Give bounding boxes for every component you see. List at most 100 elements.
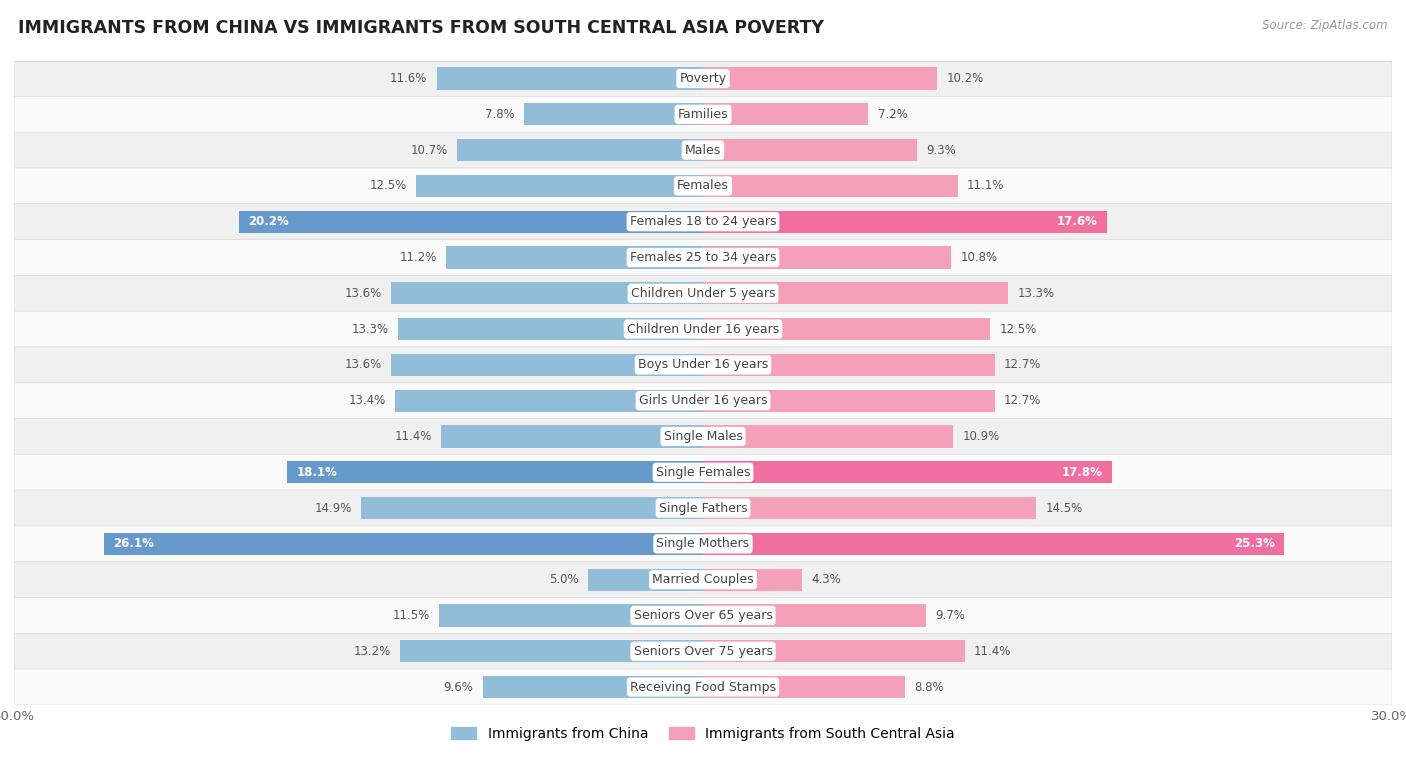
Text: Single Mothers: Single Mothers bbox=[657, 537, 749, 550]
Bar bbox=[703, 676, 905, 698]
FancyBboxPatch shape bbox=[14, 275, 1392, 312]
Text: 17.6%: 17.6% bbox=[1057, 215, 1098, 228]
Text: Seniors Over 65 years: Seniors Over 65 years bbox=[634, 609, 772, 622]
Text: 14.9%: 14.9% bbox=[315, 502, 352, 515]
FancyBboxPatch shape bbox=[14, 454, 1392, 490]
Text: Seniors Over 75 years: Seniors Over 75 years bbox=[634, 645, 772, 658]
Text: 11.5%: 11.5% bbox=[392, 609, 430, 622]
FancyBboxPatch shape bbox=[14, 168, 1392, 204]
FancyBboxPatch shape bbox=[14, 490, 1392, 526]
Text: Females 25 to 34 years: Females 25 to 34 years bbox=[630, 251, 776, 264]
Text: 8.8%: 8.8% bbox=[914, 681, 943, 694]
Text: Single Males: Single Males bbox=[664, 430, 742, 443]
Text: 13.6%: 13.6% bbox=[344, 287, 381, 300]
Bar bbox=[446, 246, 703, 268]
Text: 10.7%: 10.7% bbox=[411, 143, 449, 157]
Bar bbox=[416, 175, 703, 197]
Bar bbox=[703, 354, 994, 376]
Bar bbox=[703, 461, 1112, 484]
Bar bbox=[703, 175, 957, 197]
Text: 13.3%: 13.3% bbox=[352, 323, 388, 336]
Text: 11.2%: 11.2% bbox=[399, 251, 437, 264]
Bar bbox=[703, 641, 965, 662]
Bar bbox=[703, 497, 1036, 519]
Bar bbox=[703, 604, 925, 627]
Bar bbox=[524, 103, 703, 125]
FancyBboxPatch shape bbox=[14, 204, 1392, 240]
Bar bbox=[703, 103, 869, 125]
Bar bbox=[703, 211, 1107, 233]
Text: Children Under 5 years: Children Under 5 years bbox=[631, 287, 775, 300]
Bar bbox=[703, 67, 938, 89]
Bar bbox=[457, 139, 703, 161]
Bar bbox=[703, 533, 1284, 555]
Bar bbox=[104, 533, 703, 555]
Text: Boys Under 16 years: Boys Under 16 years bbox=[638, 359, 768, 371]
Text: 11.4%: 11.4% bbox=[974, 645, 1011, 658]
Text: 14.5%: 14.5% bbox=[1045, 502, 1083, 515]
Text: IMMIGRANTS FROM CHINA VS IMMIGRANTS FROM SOUTH CENTRAL ASIA POVERTY: IMMIGRANTS FROM CHINA VS IMMIGRANTS FROM… bbox=[18, 19, 824, 37]
Text: 18.1%: 18.1% bbox=[297, 465, 337, 479]
Text: 11.6%: 11.6% bbox=[389, 72, 427, 85]
Bar bbox=[588, 568, 703, 590]
Bar bbox=[239, 211, 703, 233]
Text: Receiving Food Stamps: Receiving Food Stamps bbox=[630, 681, 776, 694]
FancyBboxPatch shape bbox=[14, 383, 1392, 418]
Text: 10.9%: 10.9% bbox=[963, 430, 1000, 443]
FancyBboxPatch shape bbox=[14, 132, 1392, 168]
Text: 26.1%: 26.1% bbox=[112, 537, 153, 550]
Bar bbox=[399, 641, 703, 662]
Text: Source: ZipAtlas.com: Source: ZipAtlas.com bbox=[1263, 19, 1388, 32]
Text: Families: Families bbox=[678, 108, 728, 121]
Legend: Immigrants from China, Immigrants from South Central Asia: Immigrants from China, Immigrants from S… bbox=[446, 721, 960, 747]
Text: 5.0%: 5.0% bbox=[550, 573, 579, 586]
Bar bbox=[703, 282, 1008, 305]
FancyBboxPatch shape bbox=[14, 96, 1392, 132]
Text: 4.3%: 4.3% bbox=[811, 573, 841, 586]
Text: 12.7%: 12.7% bbox=[1004, 359, 1042, 371]
Text: Single Females: Single Females bbox=[655, 465, 751, 479]
Text: Married Couples: Married Couples bbox=[652, 573, 754, 586]
Text: 20.2%: 20.2% bbox=[249, 215, 290, 228]
Text: Girls Under 16 years: Girls Under 16 years bbox=[638, 394, 768, 407]
Bar bbox=[703, 139, 917, 161]
Text: Males: Males bbox=[685, 143, 721, 157]
FancyBboxPatch shape bbox=[14, 634, 1392, 669]
Text: Single Fathers: Single Fathers bbox=[659, 502, 747, 515]
Bar bbox=[703, 568, 801, 590]
Bar bbox=[391, 354, 703, 376]
Text: Females 18 to 24 years: Females 18 to 24 years bbox=[630, 215, 776, 228]
Text: 11.1%: 11.1% bbox=[967, 180, 1004, 193]
Bar bbox=[395, 390, 703, 412]
Text: 13.6%: 13.6% bbox=[344, 359, 381, 371]
Text: 9.6%: 9.6% bbox=[443, 681, 474, 694]
Text: Females: Females bbox=[678, 180, 728, 193]
Text: 12.5%: 12.5% bbox=[370, 180, 406, 193]
FancyBboxPatch shape bbox=[14, 312, 1392, 347]
Text: 12.7%: 12.7% bbox=[1004, 394, 1042, 407]
Bar bbox=[287, 461, 703, 484]
Text: 7.8%: 7.8% bbox=[485, 108, 515, 121]
FancyBboxPatch shape bbox=[14, 526, 1392, 562]
FancyBboxPatch shape bbox=[14, 61, 1392, 96]
FancyBboxPatch shape bbox=[14, 240, 1392, 275]
FancyBboxPatch shape bbox=[14, 562, 1392, 597]
Bar bbox=[398, 318, 703, 340]
Text: 9.3%: 9.3% bbox=[925, 143, 956, 157]
Bar bbox=[391, 282, 703, 305]
Text: 17.8%: 17.8% bbox=[1062, 465, 1102, 479]
Bar bbox=[703, 390, 994, 412]
Bar bbox=[703, 246, 950, 268]
FancyBboxPatch shape bbox=[14, 418, 1392, 454]
FancyBboxPatch shape bbox=[14, 347, 1392, 383]
Text: 7.2%: 7.2% bbox=[877, 108, 907, 121]
Bar bbox=[439, 604, 703, 627]
Bar bbox=[441, 425, 703, 447]
Text: 13.3%: 13.3% bbox=[1018, 287, 1054, 300]
Text: 12.5%: 12.5% bbox=[1000, 323, 1036, 336]
Text: Poverty: Poverty bbox=[679, 72, 727, 85]
Text: 13.2%: 13.2% bbox=[353, 645, 391, 658]
Text: 9.7%: 9.7% bbox=[935, 609, 965, 622]
Bar bbox=[361, 497, 703, 519]
FancyBboxPatch shape bbox=[14, 669, 1392, 705]
